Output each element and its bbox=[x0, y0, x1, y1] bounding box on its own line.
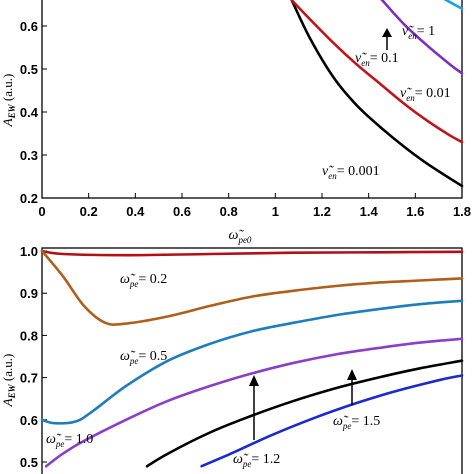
annotation-nu-0.01: ν̃en= 0.01 bbox=[400, 86, 451, 103]
annotation-nu-0.1: ν̃en= 0.1 bbox=[355, 51, 399, 68]
annotation-nu-0.001: ν̃en= 0.001 bbox=[322, 164, 380, 181]
top-chart: 0.20.30.40.50.6 0 0.2 0.4 0.6 0.8 1 1.2 1.4 1.6 1… bbox=[0, 0, 471, 245]
top-x-tick-label: 0.2 bbox=[80, 204, 98, 219]
top-y-tick-label: 0.2 bbox=[20, 191, 38, 206]
bottom-series-line-1 bbox=[40, 249, 464, 326]
bottom-y-axis-label: AEW (a.u.) bbox=[0, 354, 17, 408]
bottom-series-line-5 bbox=[200, 374, 464, 468]
annotation-omega-1.5: ω̃pe= 1.5 bbox=[333, 414, 380, 431]
top-series-line-2 bbox=[380, 0, 464, 75]
top-y-tick-label: 0.3 bbox=[20, 148, 38, 163]
top-x-tick-label: 1.4 bbox=[360, 204, 379, 219]
top-x-tick-label: 0.4 bbox=[126, 204, 145, 219]
bottom-y-tick-label: 1.0 bbox=[20, 244, 38, 259]
top-series-line-0 bbox=[290, 0, 464, 188]
top-x-ticks: 0 0.2 0.4 0.6 0.8 1 1.2 1.4 1.6 1.8 bbox=[38, 193, 471, 219]
top-y-axis-label: AEW (a.u.) bbox=[0, 74, 17, 128]
top-y-tick-label: 0.6 bbox=[20, 19, 38, 34]
top-x-tick-label: 1.2 bbox=[313, 204, 331, 219]
arrow-omega-1.5 bbox=[347, 369, 357, 405]
bottom-y-tick-label: 0.7 bbox=[20, 371, 38, 386]
bottom-series-line-2 bbox=[40, 299, 464, 425]
top-x-tick-label: 0 bbox=[38, 204, 45, 219]
bottom-plot-frame bbox=[41, 247, 463, 474]
bottom-chart: 0.50.60.70.80.91.0 AEW (a.u.) ω̃pe= 0.2 … bbox=[0, 244, 464, 474]
bottom-series-line-3 bbox=[44, 337, 464, 468]
top-plot-frame bbox=[41, 0, 463, 199]
top-y-ticks: 0.2 0.3 0.4 0.5 0.6 bbox=[20, 19, 47, 206]
top-series-line-1 bbox=[290, 0, 464, 144]
bottom-series-line-4 bbox=[145, 359, 464, 468]
bottom-series-group bbox=[40, 249, 464, 468]
top-y-tick-label: 0.4 bbox=[20, 105, 39, 120]
bottom-y-tick-label: 0.8 bbox=[20, 328, 38, 343]
annotation-nu-1: ν̃en= 1 bbox=[402, 24, 435, 41]
arrow-omega-1.2 bbox=[249, 375, 259, 440]
top-x-tick-label: 1.6 bbox=[406, 204, 424, 219]
annotation-omega-1.0: ω̃pe= 1.0 bbox=[46, 432, 93, 449]
top-y-tick-label: 0.5 bbox=[20, 62, 38, 77]
bottom-y-tick-label: 0.9 bbox=[20, 286, 38, 301]
top-series-line-3 bbox=[443, 0, 464, 11]
bottom-y-tick-label: 0.5 bbox=[20, 455, 38, 470]
bottom-y-ticks: 0.5 0.6 0.7 0.8 0.9 1.0 bbox=[20, 244, 47, 470]
arrow-nu-0.1 bbox=[382, 28, 392, 50]
bottom-series-line-0 bbox=[40, 249, 464, 257]
annotation-omega-0.5: ω̃pe= 0.5 bbox=[120, 349, 167, 366]
top-x-tick-label: 1 bbox=[272, 204, 279, 219]
top-x-tick-label: 1.8 bbox=[453, 204, 471, 219]
annotation-omega-0.2: ω̃pe= 0.2 bbox=[120, 272, 167, 289]
top-x-axis-label: ω̃pe0 bbox=[229, 228, 252, 245]
top-x-tick-label: 0.8 bbox=[220, 204, 238, 219]
top-x-tick-label: 0.6 bbox=[173, 204, 191, 219]
top-series-group bbox=[290, 0, 464, 188]
bottom-y-tick-label: 0.6 bbox=[20, 413, 38, 428]
annotation-omega-1.2: ω̃pe= 1.2 bbox=[233, 452, 280, 469]
